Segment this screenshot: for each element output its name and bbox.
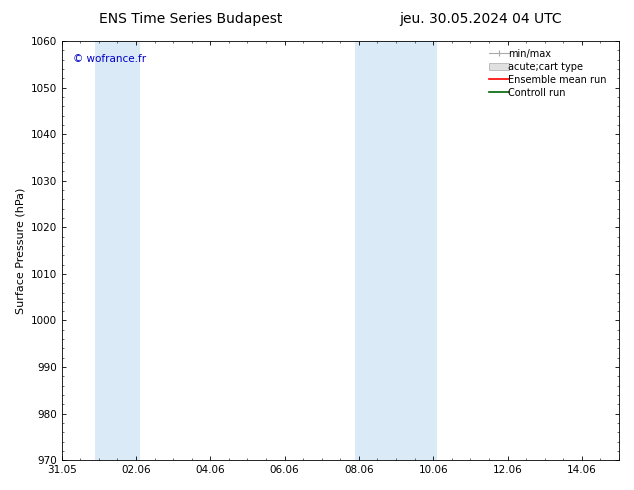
Text: © wofrance.fr: © wofrance.fr bbox=[73, 53, 146, 64]
Bar bbox=[95, 41, 139, 460]
Text: ENS Time Series Budapest: ENS Time Series Budapest bbox=[98, 12, 282, 26]
Legend: min/max, acute;cart type, Ensemble mean run, Controll run: min/max, acute;cart type, Ensemble mean … bbox=[486, 46, 614, 100]
Text: jeu. 30.05.2024 04 UTC: jeu. 30.05.2024 04 UTC bbox=[399, 12, 562, 26]
Bar bbox=[355, 41, 437, 460]
Y-axis label: Surface Pressure (hPa): Surface Pressure (hPa) bbox=[15, 187, 25, 314]
